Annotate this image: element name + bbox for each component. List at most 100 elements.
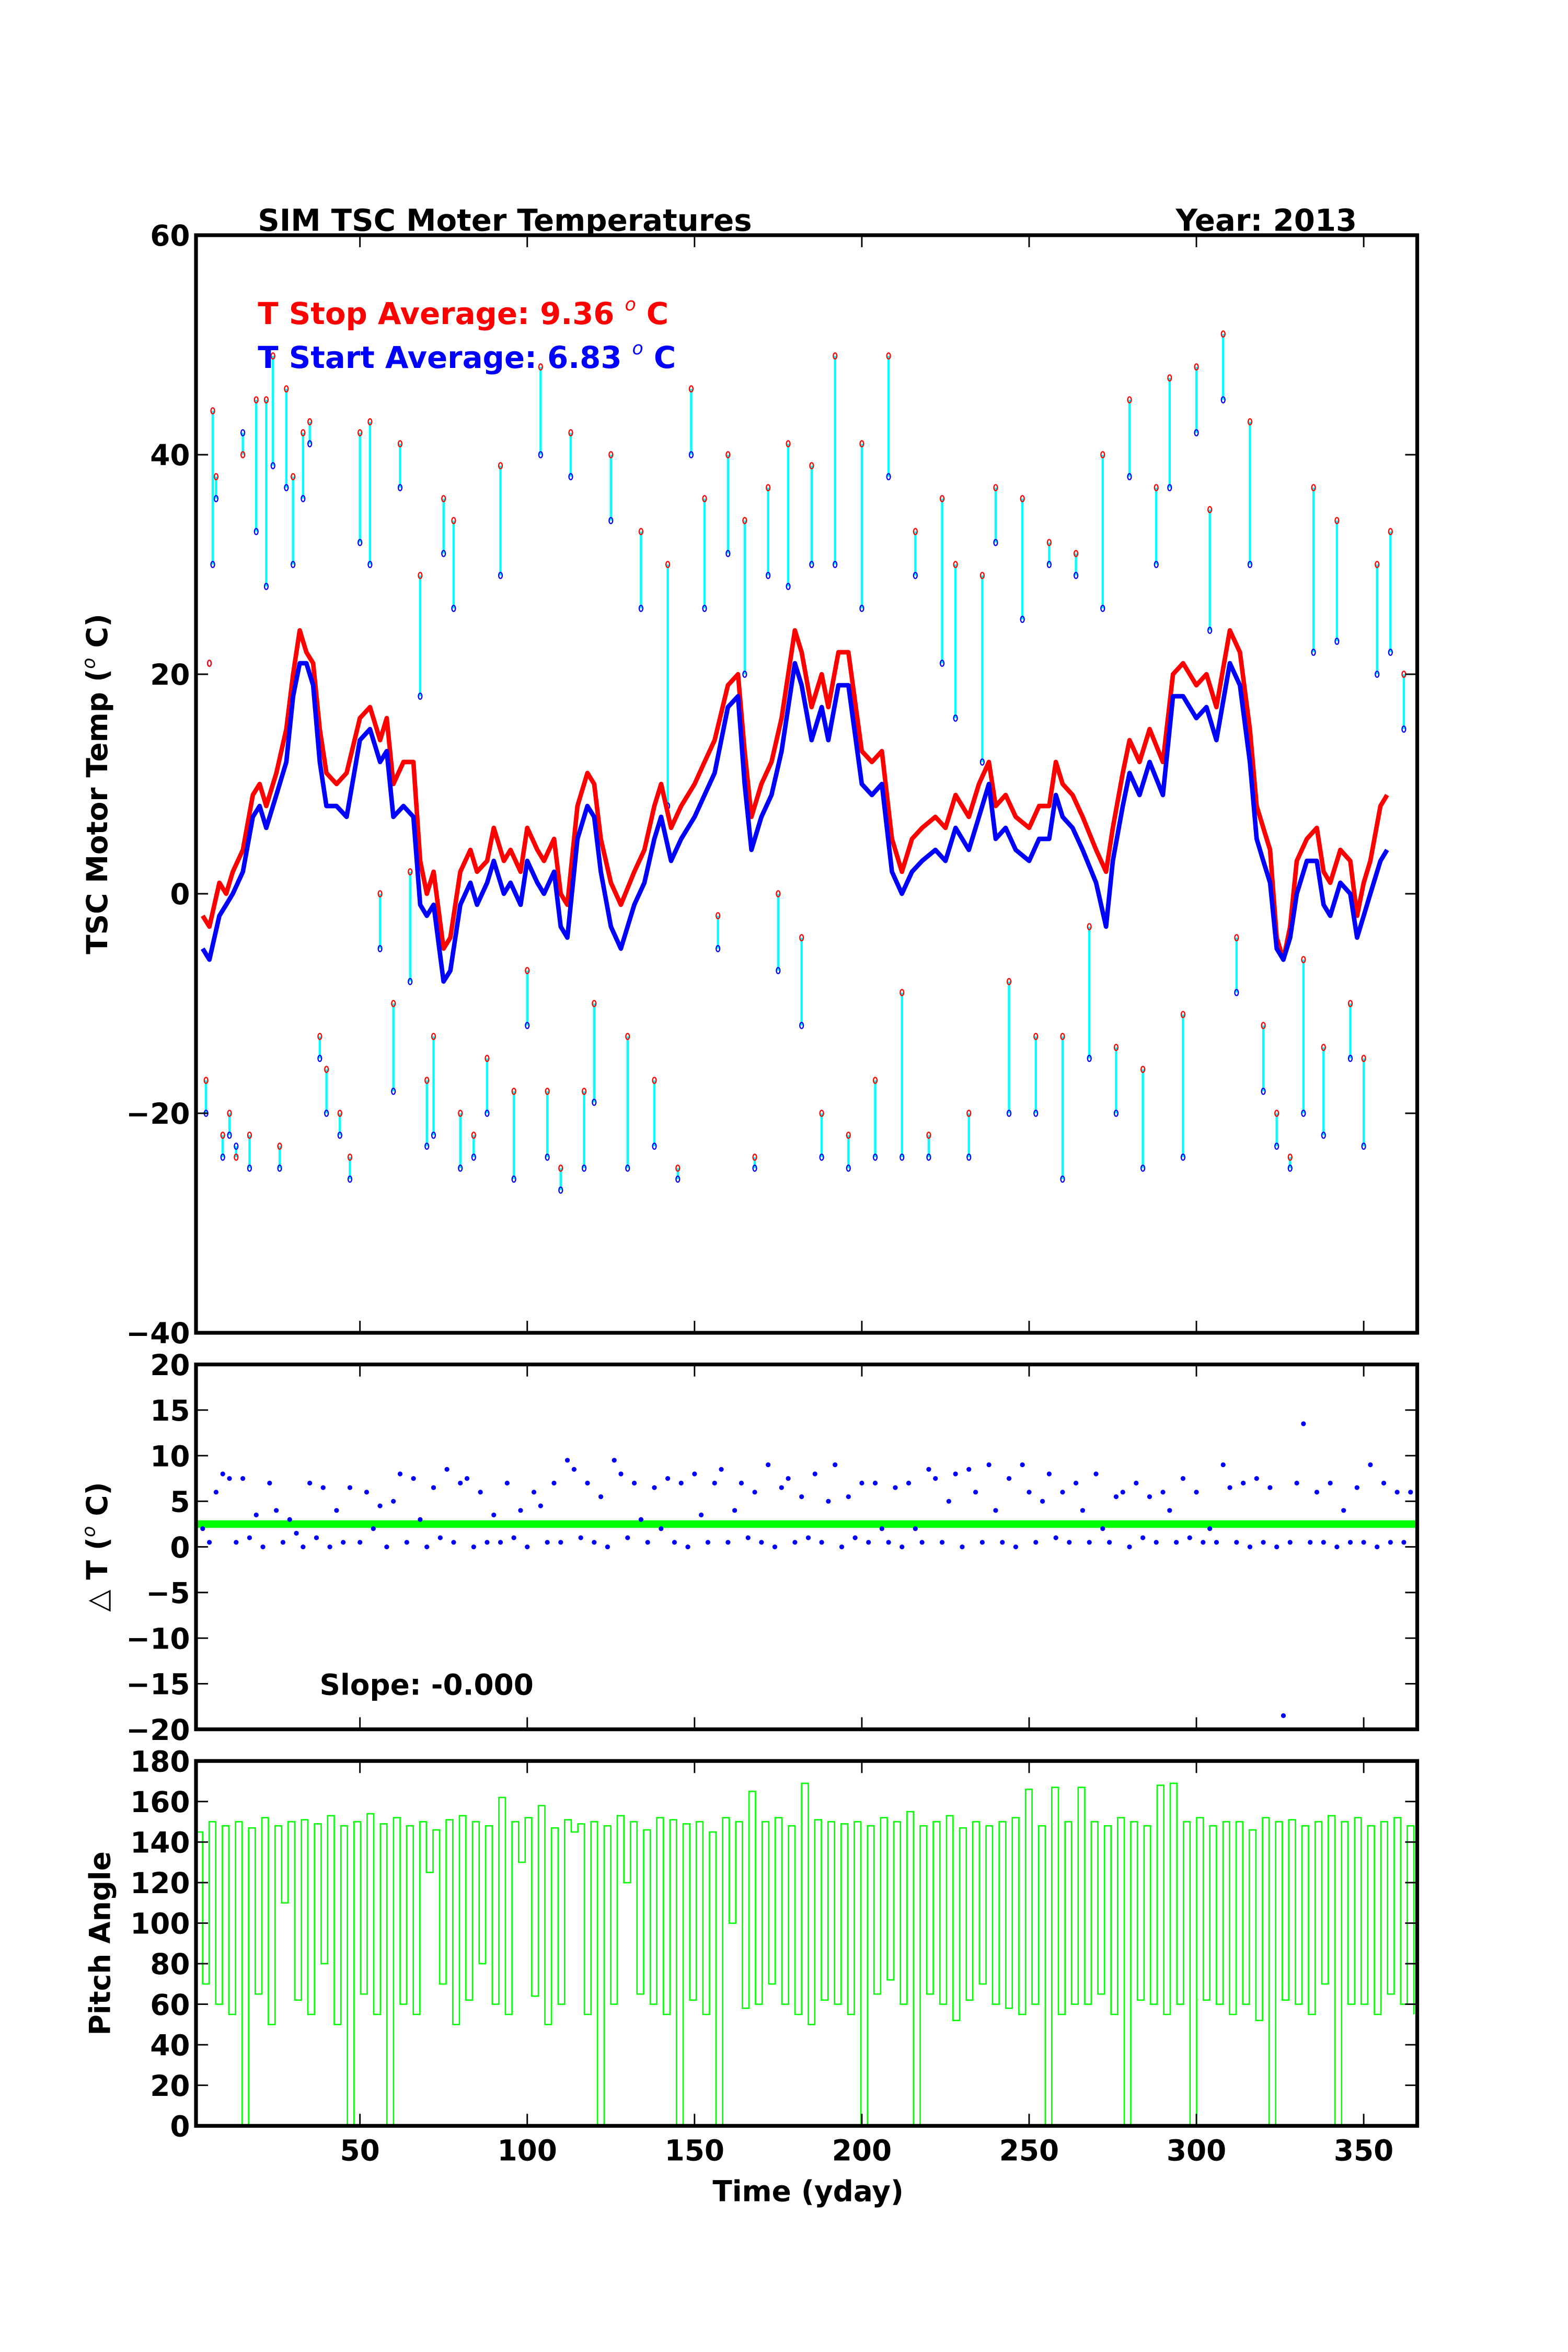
start-temp-point (993, 539, 998, 546)
start-temp-point (347, 1175, 353, 1183)
delta-t-point (525, 1544, 530, 1550)
delta-t-point (1000, 1540, 1005, 1545)
stop-temp-point (397, 440, 403, 447)
pitch-marks (196, 1782, 1415, 2126)
delta-t-point (692, 1471, 697, 1477)
start-temp-point (1154, 561, 1159, 568)
stop-temp-point (358, 429, 363, 436)
stop-temp-point (210, 407, 215, 414)
start-temp-point (608, 517, 614, 524)
year-label: Year: 2013 (1175, 202, 1357, 238)
start-temp-point (1167, 484, 1172, 491)
stop-temp-point (900, 989, 905, 996)
delta-t-point (1321, 1540, 1326, 1545)
delta-t-point (431, 1485, 436, 1490)
delta-t-point (267, 1480, 272, 1486)
delta-t-point (327, 1544, 332, 1550)
delta-t-point (1154, 1540, 1159, 1545)
delta-t-point (511, 1535, 516, 1540)
stop-temp-point (742, 517, 747, 524)
start-temp-point (638, 605, 644, 612)
delta-t-point (1308, 1540, 1313, 1545)
delta-t-point (1027, 1490, 1032, 1495)
delta-t-point (625, 1535, 630, 1540)
delta-t-point (1241, 1480, 1246, 1486)
delta-t-point (437, 1535, 443, 1540)
delta-t-point (240, 1476, 246, 1481)
delta-t-point (320, 1485, 326, 1490)
delta-t-point (1201, 1540, 1206, 1545)
x-axis-label: Time (yday) (712, 2175, 904, 2208)
stop-temp-point (451, 517, 456, 524)
start-temp-point (939, 660, 945, 667)
delta-t-point (879, 1526, 884, 1531)
delta-t-point (424, 1544, 430, 1550)
delta-t-point (1301, 1421, 1306, 1426)
delta-t-point (294, 1530, 299, 1536)
start-temp-point (263, 583, 269, 590)
delta-t-point (498, 1540, 503, 1545)
axes-layer: −40−200204060−20−15−10−50510152002040608… (126, 219, 1420, 2167)
legend-start-average: T Start Average: 6.83 o C (258, 338, 676, 375)
start-temp-point (424, 1143, 430, 1150)
delta-t-point (1347, 1540, 1353, 1545)
start-temp-point (1220, 396, 1226, 403)
start-temp-point (953, 714, 958, 722)
start-temp-point (301, 495, 306, 502)
start-temp-point (1180, 1154, 1186, 1161)
stop-temp-point (833, 352, 838, 360)
delta-t-point (1328, 1480, 1333, 1486)
stop-temp-point (1274, 1110, 1279, 1117)
x-tick-label: 300 (1167, 2134, 1226, 2167)
delta-t-point (341, 1540, 346, 1545)
stop-temp-point (1006, 978, 1012, 985)
stop-temp-point (665, 561, 671, 568)
temp-ylabel-text: TSC Motor Temp ( (80, 669, 114, 954)
temp-y-axis-label: TSC Motor Temp (o C) (79, 614, 114, 954)
stop-temp-point (324, 1066, 329, 1073)
legend-stop-average: T Stop Average: 9.36 o C (258, 294, 668, 331)
delta-t-point (585, 1480, 590, 1486)
delta-ytick-label: 20 (150, 1348, 190, 1382)
delta-t-point (280, 1540, 286, 1545)
pitch-angle-line (196, 1782, 1415, 2126)
start-temp-point (558, 1186, 563, 1194)
stop-temp-point (1046, 539, 1052, 546)
start-temp-point (545, 1154, 550, 1161)
delta-t-point (786, 1476, 791, 1481)
stop-temp-point (240, 451, 246, 458)
stop-temp-point (485, 1055, 490, 1062)
stop-temp-point (263, 396, 269, 403)
delta-t-point (1247, 1544, 1253, 1550)
delta-t-point (364, 1490, 370, 1495)
stop-temp-point (1087, 923, 1092, 930)
stop-temp-point (227, 1110, 232, 1117)
stop-temp-point (511, 1088, 516, 1095)
delta-t-point (1361, 1540, 1366, 1545)
stop-temp-point (431, 1033, 436, 1040)
delta-t-point (826, 1498, 831, 1504)
stop-temp-point (939, 495, 945, 502)
stop-temp-point (418, 572, 423, 579)
delta-t-point (206, 1540, 212, 1545)
start-temp-point (809, 561, 814, 568)
delta-t-point (391, 1498, 396, 1504)
stop-temp-point (317, 1033, 322, 1040)
legend-start-degree: o (632, 338, 643, 359)
stop-temp-point (872, 1077, 878, 1084)
delta-t-point (444, 1467, 449, 1472)
start-temp-point (1261, 1088, 1266, 1095)
delta-ylabel-tail: C) (80, 1482, 114, 1526)
delta-t-point (538, 1503, 543, 1508)
stop-temp-point (1247, 418, 1253, 425)
delta-t-point (966, 1467, 972, 1472)
delta-ytick-label: −20 (126, 1713, 190, 1747)
pitch-ytick-label: 60 (150, 1988, 190, 2022)
delta-t-point (846, 1494, 851, 1500)
start-temp-point (581, 1165, 587, 1172)
delta-t-point (1147, 1494, 1152, 1500)
start-temp-point (408, 978, 413, 985)
stop-temp-point (1311, 484, 1316, 491)
delta-t-point (458, 1480, 463, 1486)
x-tick-label: 50 (340, 2134, 380, 2167)
